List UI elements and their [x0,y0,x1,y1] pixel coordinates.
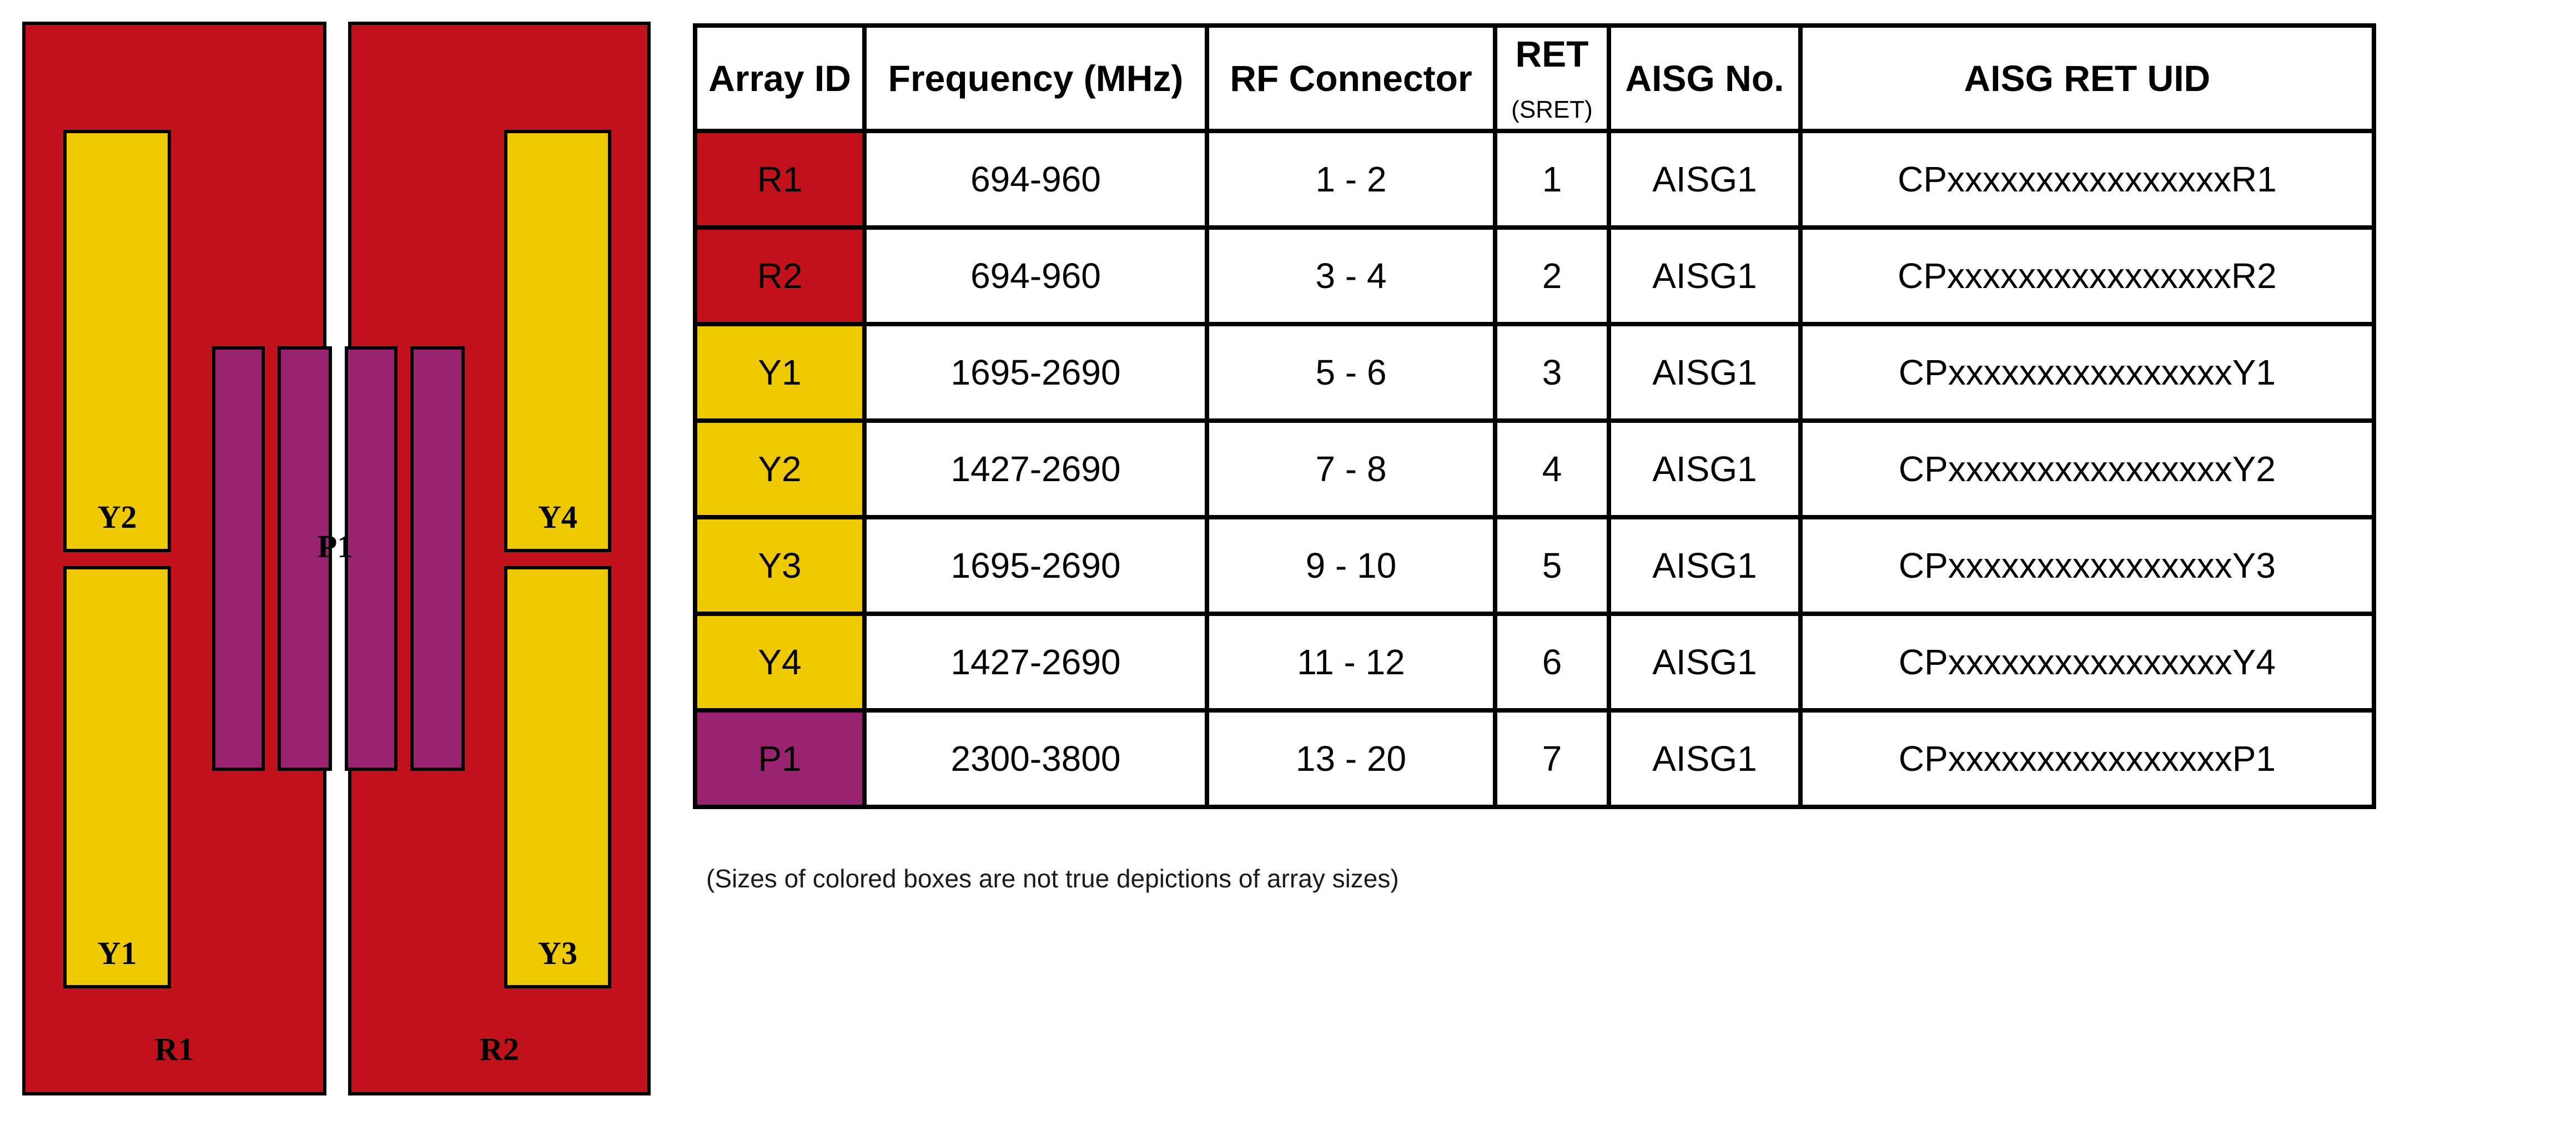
header-aisg-ret-uid: AISG RET UID [1798,23,2376,133]
size-disclaimer-note: (Sizes of colored boxes are not true dep… [706,864,1399,893]
cell-aisg-no: AISG1 [1607,129,1803,230]
cell-aisg-no: AISG1 [1607,322,1803,423]
cell-ret: 3 [1493,322,1611,423]
header-ret-main: RET [1515,33,1589,74]
table-row-y4: Y4 1427-2690 11 - 12 6 AISG1 CPxxxxxxxxx… [693,612,2376,713]
array-y2-label: Y2 [97,499,137,535]
header-aisg-no: AISG No. [1607,23,1803,133]
cell-aisg-ret-uid: CPxxxxxxxxxxxxxxxxR2 [1798,225,2376,326]
cell-aisg-ret-uid: CPxxxxxxxxxxxxxxxxY2 [1798,418,2376,519]
cell-ret: 7 [1493,708,1611,809]
cell-rf-connector: 3 - 4 [1205,225,1497,326]
header-rf-connector: RF Connector [1205,23,1497,133]
cell-ret: 5 [1493,515,1611,616]
array-p1-strip-2 [278,346,332,771]
array-p1-strip-3 [345,346,398,771]
cell-rf-connector: 1 - 2 [1205,129,1497,230]
cell-array-id: P1 [693,708,867,809]
header-ret-sub: (SRET) [1511,96,1593,123]
array-y1-box: Y1 [63,566,171,988]
antenna-array-diagram: R1 R2 Y2 Y1 Y4 Y3 P1 [0,0,677,1121]
cell-frequency: 1427-2690 [862,612,1209,713]
cell-rf-connector: 9 - 10 [1205,515,1497,616]
cell-array-id: Y3 [693,515,867,616]
cell-aisg-ret-uid: CPxxxxxxxxxxxxxxxxP1 [1798,708,2376,809]
cell-ret: 6 [1493,612,1611,713]
cell-aisg-no: AISG1 [1607,612,1803,713]
header-frequency: Frequency (MHz) [862,23,1209,133]
table-row-r1: R1 694-960 1 - 2 1 AISG1 CPxxxxxxxxxxxxx… [693,129,2376,230]
panel-r2-label: R2 [480,1031,519,1067]
spec-table-header: Array ID Frequency (MHz) RF Connector RE… [693,23,2376,133]
cell-rf-connector: 5 - 6 [1205,322,1497,423]
array-y3-label: Y3 [538,935,577,971]
cell-array-id: Y2 [693,418,867,519]
cell-rf-connector: 11 - 12 [1205,612,1497,713]
array-y4-label: Y4 [538,499,577,535]
array-y4-box: Y4 [504,130,611,552]
table-row-p1: P1 2300-3800 13 - 20 7 AISG1 CPxxxxxxxxx… [693,708,2376,809]
cell-rf-connector: 13 - 20 [1205,708,1497,809]
header-row: Array ID Frequency (MHz) RF Connector RE… [693,23,2376,133]
array-p1-strip-1 [212,346,265,771]
array-y2-box: Y2 [63,130,171,552]
cell-frequency: 694-960 [862,225,1209,326]
cell-array-id: R1 [693,129,867,230]
cell-array-id: Y4 [693,612,867,713]
cell-rf-connector: 7 - 8 [1205,418,1497,519]
cell-aisg-ret-uid: CPxxxxxxxxxxxxxxxxR1 [1798,129,2376,230]
array-p1-label: P1 [317,528,354,564]
cell-ret: 1 [1493,129,1611,230]
table-row-y1: Y1 1695-2690 5 - 6 3 AISG1 CPxxxxxxxxxxx… [693,322,2376,423]
table-row-y3: Y3 1695-2690 9 - 10 5 AISG1 CPxxxxxxxxxx… [693,515,2376,616]
table-row-y2: Y2 1427-2690 7 - 8 4 AISG1 CPxxxxxxxxxxx… [693,418,2376,519]
cell-aisg-ret-uid: CPxxxxxxxxxxxxxxxxY3 [1798,515,2376,616]
cell-frequency: 2300-3800 [862,708,1209,809]
array-p1-strip-4 [410,346,465,771]
cell-aisg-ret-uid: CPxxxxxxxxxxxxxxxxY4 [1798,612,2376,713]
header-array-id: Array ID [693,23,867,133]
cell-frequency: 694-960 [862,129,1209,230]
cell-ret: 4 [1493,418,1611,519]
panel-r1-label: R1 [154,1031,194,1067]
cell-frequency: 1427-2690 [862,418,1209,519]
cell-aisg-ret-uid: CPxxxxxxxxxxxxxxxxY1 [1798,322,2376,423]
cell-array-id: Y1 [693,322,867,423]
array-y1-label: Y1 [97,935,137,971]
cell-frequency: 1695-2690 [862,515,1209,616]
cell-array-id: R2 [693,225,867,326]
cell-aisg-no: AISG1 [1607,708,1803,809]
array-y3-box: Y3 [504,566,611,988]
cell-aisg-no: AISG1 [1607,418,1803,519]
cell-ret: 2 [1493,225,1611,326]
cell-frequency: 1695-2690 [862,322,1209,423]
table-row-r2: R2 694-960 3 - 4 2 AISG1 CPxxxxxxxxxxxxx… [693,225,2376,326]
cell-aisg-no: AISG1 [1607,515,1803,616]
array-spec-table: Array ID Frequency (MHz) RF Connector RE… [693,23,2376,809]
cell-aisg-no: AISG1 [1607,225,1803,326]
header-ret: RET (SRET) [1493,23,1611,133]
